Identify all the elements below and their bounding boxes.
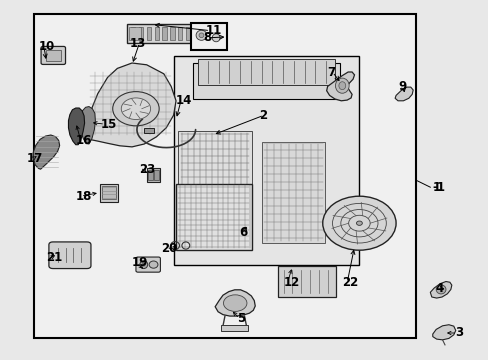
Bar — [176, 184, 251, 250]
Text: 11: 11 — [205, 24, 221, 37]
Ellipse shape — [335, 78, 348, 93]
Text: 17: 17 — [27, 152, 43, 165]
Text: 21: 21 — [46, 251, 62, 264]
Bar — [261, 142, 325, 243]
FancyBboxPatch shape — [136, 257, 160, 272]
Text: 16: 16 — [76, 134, 92, 147]
Bar — [154, 27, 159, 40]
Ellipse shape — [113, 91, 159, 126]
Text: 8: 8 — [203, 31, 211, 44]
Text: 18: 18 — [76, 190, 92, 203]
Ellipse shape — [121, 98, 150, 120]
Bar — [127, 24, 222, 43]
Ellipse shape — [356, 221, 362, 225]
Bar — [193, 27, 198, 40]
Ellipse shape — [142, 263, 145, 266]
Polygon shape — [326, 72, 354, 101]
Ellipse shape — [338, 82, 345, 90]
Polygon shape — [429, 282, 451, 298]
Polygon shape — [80, 107, 95, 144]
Polygon shape — [68, 108, 84, 145]
Bar — [128, 27, 141, 40]
Polygon shape — [215, 290, 255, 316]
Bar — [178, 131, 251, 247]
Bar — [154, 170, 159, 180]
FancyBboxPatch shape — [49, 242, 91, 269]
Text: 4: 4 — [434, 282, 443, 294]
Text: 20: 20 — [161, 242, 177, 255]
Polygon shape — [394, 87, 412, 101]
Polygon shape — [432, 325, 455, 340]
Bar — [178, 27, 182, 40]
Text: 12: 12 — [283, 276, 299, 289]
Ellipse shape — [435, 285, 445, 294]
Bar — [131, 27, 135, 40]
Bar — [277, 266, 336, 297]
Text: 2: 2 — [259, 109, 267, 122]
Ellipse shape — [322, 196, 395, 250]
Ellipse shape — [149, 261, 158, 268]
Text: 7: 7 — [327, 66, 335, 78]
Text: 10: 10 — [39, 40, 55, 53]
Bar — [173, 56, 359, 265]
Bar — [102, 186, 116, 199]
Text: 5: 5 — [237, 312, 245, 325]
Bar — [170, 27, 174, 40]
Bar — [146, 27, 151, 40]
Ellipse shape — [212, 34, 220, 42]
Ellipse shape — [140, 261, 147, 269]
Ellipse shape — [196, 30, 206, 40]
FancyBboxPatch shape — [41, 46, 65, 64]
Text: 19: 19 — [132, 256, 148, 269]
Text: 9: 9 — [398, 80, 406, 93]
Bar — [209, 27, 213, 40]
Bar — [144, 128, 154, 133]
Bar — [162, 27, 166, 40]
Bar — [185, 27, 190, 40]
Ellipse shape — [199, 33, 203, 37]
Text: 6: 6 — [239, 226, 247, 239]
Bar — [148, 170, 153, 180]
Bar — [146, 168, 160, 182]
Bar — [190, 23, 227, 50]
Text: 1: 1 — [432, 181, 440, 194]
Bar — [46, 50, 61, 61]
Polygon shape — [33, 135, 60, 169]
Text: 22: 22 — [342, 276, 358, 289]
Bar — [34, 14, 415, 338]
Text: -1: -1 — [432, 181, 445, 194]
Bar — [201, 27, 205, 40]
Ellipse shape — [223, 295, 246, 311]
Polygon shape — [85, 63, 176, 147]
Bar — [221, 325, 247, 331]
Text: 13: 13 — [129, 37, 145, 50]
Bar — [198, 59, 334, 85]
Text: 23: 23 — [139, 163, 155, 176]
Bar — [100, 184, 118, 202]
Bar — [217, 27, 221, 40]
Text: 15: 15 — [100, 118, 116, 131]
Text: 14: 14 — [176, 94, 192, 107]
Bar — [139, 27, 143, 40]
Bar — [193, 63, 339, 99]
Text: 3: 3 — [454, 327, 462, 339]
